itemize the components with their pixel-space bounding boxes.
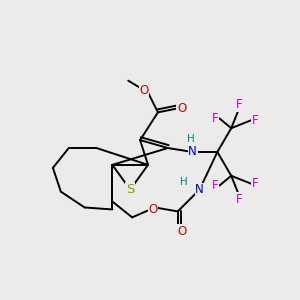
Text: N: N	[188, 146, 197, 158]
Text: H: H	[187, 134, 194, 144]
Text: F: F	[236, 98, 242, 111]
Text: F: F	[212, 179, 219, 192]
Text: F: F	[236, 193, 242, 206]
Text: O: O	[177, 102, 186, 115]
Text: H: H	[180, 177, 188, 187]
Text: N: N	[195, 183, 204, 196]
Text: F: F	[212, 112, 219, 125]
Text: O: O	[148, 203, 158, 216]
Text: O: O	[177, 225, 186, 238]
Text: O: O	[140, 84, 149, 97]
Text: S: S	[126, 183, 134, 196]
Text: F: F	[252, 177, 258, 190]
Text: F: F	[252, 114, 258, 127]
